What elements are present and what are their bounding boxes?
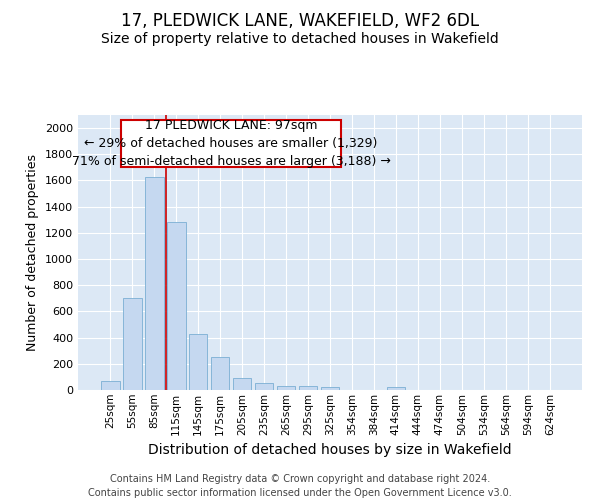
Bar (277, 386, 295, 390)
Bar (101, 381, 119, 390)
Text: Size of property relative to detached houses in Wakefield: Size of property relative to detached ho… (101, 32, 499, 46)
X-axis label: Distribution of detached houses by size in Wakefield: Distribution of detached houses by size … (148, 443, 512, 457)
Bar (211, 358, 229, 390)
Bar (386, 388, 405, 390)
Bar (145, 176, 164, 390)
Bar (299, 386, 317, 390)
Bar (320, 388, 340, 390)
Bar (233, 378, 251, 390)
Text: 17 PLEDWICK LANE: 97sqm
← 29% of detached houses are smaller (1,329)
71% of semi: 17 PLEDWICK LANE: 97sqm ← 29% of detache… (71, 120, 391, 168)
FancyBboxPatch shape (121, 120, 341, 168)
Y-axis label: Number of detached properties: Number of detached properties (26, 154, 40, 351)
Text: 17, PLEDWICK LANE, WAKEFIELD, WF2 6DL: 17, PLEDWICK LANE, WAKEFIELD, WF2 6DL (121, 12, 479, 30)
Text: Contains HM Land Registry data © Crown copyright and database right 2024.
Contai: Contains HM Land Registry data © Crown c… (88, 474, 512, 498)
Bar (123, 298, 142, 390)
Bar (255, 383, 274, 390)
Bar (167, 222, 185, 390)
Bar (189, 334, 208, 390)
